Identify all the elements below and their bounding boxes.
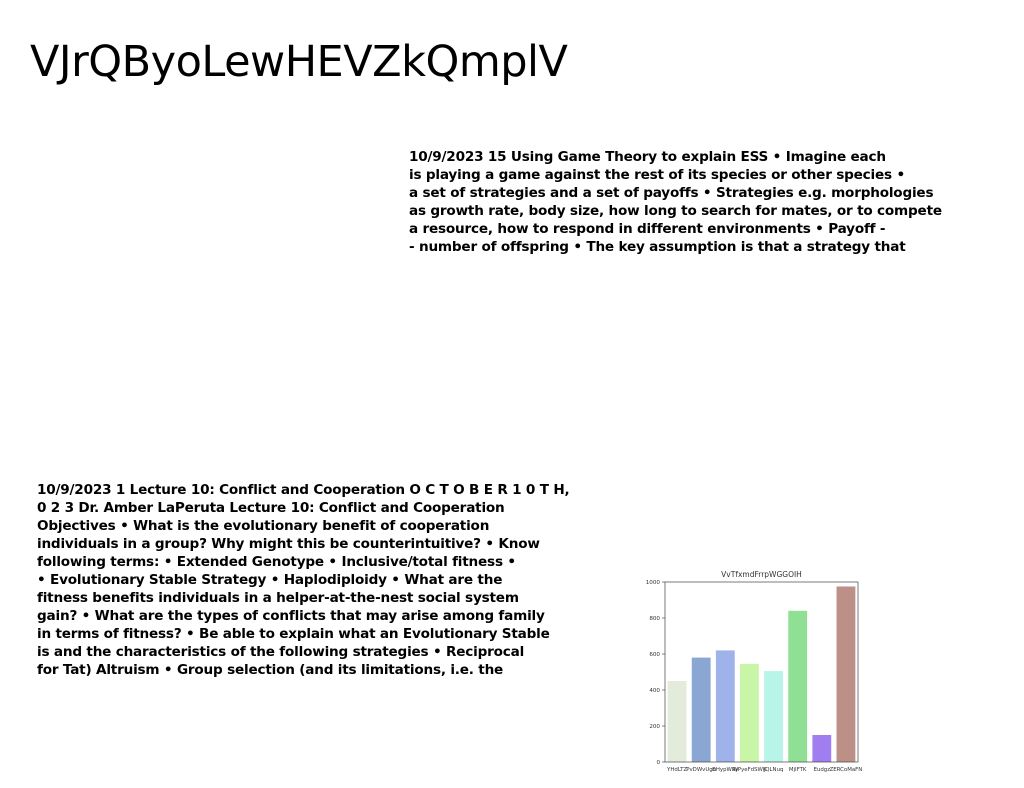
- bar-chart: VvTfxmdFrrpWGGOIH YHdLTZ PvDWvUgu BHypWRy WP…: [638, 566, 864, 778]
- y-tick-label: 200: [649, 724, 660, 730]
- y-tick-label: 0: [656, 760, 660, 766]
- y-tick-label: 600: [649, 652, 660, 658]
- x-tick-label: Eudgz: [814, 767, 831, 773]
- text-line: for Tat) Altruism • Group selection (and…: [37, 662, 504, 678]
- text-line: 10/9/2023 15 Using Game Theory to explai…: [409, 149, 886, 165]
- bar-Eudgz: [812, 735, 832, 762]
- bar-MjIFTK: [788, 610, 808, 762]
- text-line: • Evolutionary Stable Strategy • Haplodi…: [37, 572, 503, 588]
- x-tick-label: ZERCoMaFN: [830, 767, 863, 773]
- text-line: 10/9/2023 1 Lecture 10: Conflict and Coo…: [37, 482, 570, 498]
- x-tick-label: MjIFTK: [789, 767, 807, 773]
- text-line: gain? • What are the types of conflicts …: [37, 608, 545, 624]
- text-line: is and the characteristics of the follow…: [37, 644, 525, 660]
- x-tick-label: PvDWvUgu: [686, 767, 716, 773]
- text-line: - number of offspring • The key assumpti…: [409, 239, 906, 255]
- text-line: individuals in a group? Why might this b…: [37, 536, 540, 552]
- bar-BHypWRy: [715, 650, 735, 762]
- text-line: a set of strategies and a set of payoffs…: [409, 185, 934, 201]
- text-line: fitness benefits individuals in a helper…: [37, 590, 519, 606]
- text-line: is playing a game against the rest of it…: [409, 167, 905, 183]
- x-tick-label: YHdLTZ: [666, 767, 687, 773]
- bar-PvDWvUgu: [691, 657, 711, 762]
- y-tick-label: 800: [649, 616, 660, 622]
- y-tick-label: 400: [649, 688, 660, 694]
- x-tick-label: JQLNuq: [763, 767, 784, 773]
- bar-YHdLTZ: [667, 681, 687, 762]
- bar-chart-svg: VvTfxmdFrrpWGGOIH YHdLTZ PvDWvUguBHypWRyWP…: [646, 570, 863, 773]
- text-line: a resource, how to respond in different …: [409, 221, 886, 237]
- x-tick-label: WPyeFdSWK: [732, 767, 766, 773]
- text-line: following terms: • Extended Genotype • I…: [37, 554, 516, 570]
- text-line: in terms of fitness? • Be able to explai…: [37, 626, 550, 642]
- x-tick-label: BHypWRy: [712, 767, 739, 773]
- text-line: 0 2 3 Dr. Amber LaPeruta Lecture 10: Con…: [37, 500, 505, 516]
- text-line: Objectives • What is the evolutionary be…: [37, 518, 490, 534]
- bar-JQLNuq: [764, 671, 783, 762]
- y-tick-label: 1000: [646, 580, 661, 586]
- text-line: as growth rate, body size, how long to s…: [409, 203, 942, 219]
- bar-WPyeFdSWK: [740, 663, 759, 762]
- ess-text-block: 10/9/2023 15 Using Game Theory to explai…: [409, 148, 1009, 256]
- bar-ZERCoMaFN: [836, 586, 856, 762]
- lecture-text-block: 10/9/2023 1 Lecture 10: Conflict and Coo…: [37, 481, 607, 679]
- plot-frame: [664, 581, 859, 763]
- chart-title: VvTfxmdFrrpWGGOIH: [721, 570, 802, 579]
- page-title: VJrQByoLewHEVZkQmplV: [30, 37, 568, 87]
